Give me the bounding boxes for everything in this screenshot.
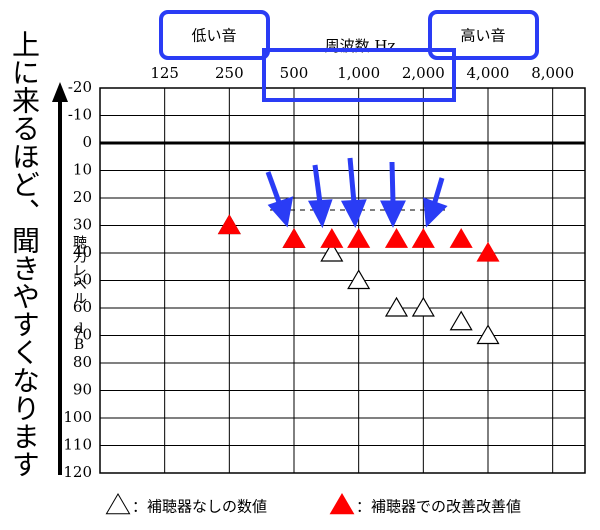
point	[411, 228, 435, 248]
y-tick-label: 70	[73, 326, 92, 344]
high-sound-label: 高い音	[460, 27, 505, 45]
y-tick-label: 100	[63, 408, 92, 426]
y-tick-label: 60	[73, 298, 92, 316]
y-tick-label: 30	[73, 216, 92, 234]
y-tick-label: -10	[68, 106, 92, 124]
x-axis-label: 周波数 Hz	[325, 37, 396, 55]
point	[449, 310, 473, 331]
side-note: 上に来るほど、聞きやすくなります	[8, 30, 41, 478]
improvement-arrows	[265, 157, 448, 229]
point	[217, 214, 241, 235]
low-sound-label: 低い音	[191, 27, 236, 45]
side-arrow-head	[52, 82, 68, 102]
y-tick-label: 10	[73, 161, 92, 179]
mid-range-box	[262, 48, 456, 102]
legend-marker	[329, 493, 355, 515]
legend-marker	[105, 493, 131, 515]
point	[347, 269, 371, 290]
x-tick-label: 8,000	[531, 64, 574, 82]
point	[476, 324, 500, 345]
y-tick-label: 50	[73, 271, 92, 289]
point	[411, 296, 435, 317]
y-tick-label: 80	[73, 353, 92, 371]
point	[384, 228, 409, 248]
y-tick-label: 40	[73, 243, 92, 261]
y-tick-label: -20	[68, 78, 92, 96]
legend-label: ：補聴器での改善改善値	[356, 498, 521, 516]
x-tick-label: 125	[150, 64, 179, 82]
x-tick-label: 500	[280, 64, 309, 82]
legend-label: ：補聴器なしの数値	[132, 498, 267, 516]
x-tick-label: 1,000	[337, 64, 380, 82]
high-sound-box	[428, 10, 539, 60]
point	[320, 241, 344, 262]
low-sound-box	[159, 10, 270, 60]
y-axis-label: 聴力レベル dB	[71, 235, 87, 353]
y-tick-label: 90	[73, 381, 92, 399]
x-tick-label: 250	[215, 64, 244, 82]
point	[282, 228, 306, 248]
point	[384, 296, 409, 317]
point	[347, 228, 371, 248]
point	[449, 228, 473, 248]
x-tick-label: 4,000	[467, 64, 510, 82]
point	[476, 241, 500, 262]
point	[320, 228, 344, 248]
y-tick-label: 120	[63, 463, 92, 481]
y-tick-label: 0	[82, 133, 92, 151]
x-tick-label: 2,000	[402, 64, 445, 82]
y-tick-label: 110	[63, 436, 92, 454]
y-tick-label: 20	[73, 188, 92, 206]
